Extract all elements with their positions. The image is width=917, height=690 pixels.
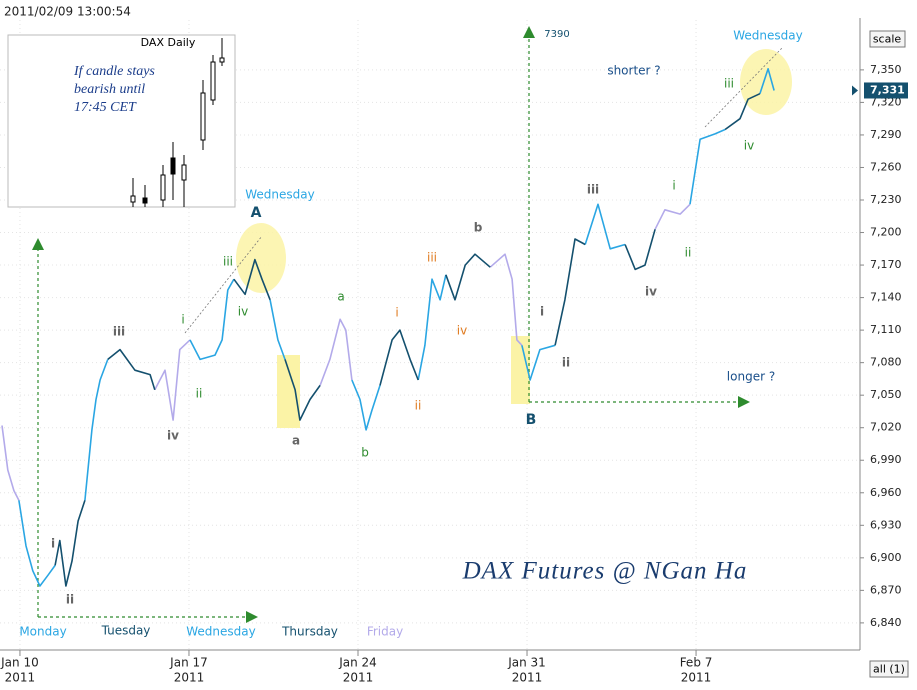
wave-label: iv <box>167 429 179 443</box>
trend-lines <box>184 47 783 334</box>
arrows <box>37 36 740 618</box>
wave-label: b <box>474 221 483 235</box>
all-button-label[interactable]: all (1) <box>873 663 905 676</box>
inset-note: If candle stays <box>73 64 155 79</box>
all-button[interactable]: all (1) <box>869 660 909 678</box>
y-tick-label: 6,870 <box>870 583 902 596</box>
wave-label: i <box>181 313 184 327</box>
scale-button-frame[interactable] <box>869 30 906 48</box>
arrow-heads <box>32 26 750 623</box>
y-tick-label: 7,260 <box>870 160 902 173</box>
last-price-label: 7,331 <box>870 83 905 96</box>
wave-label: iv <box>238 305 248 319</box>
y-tick-label: 6,900 <box>870 551 902 564</box>
axes: 6,840 6,870 6,900 6,930 6,960 6,990 7,020 7,050… <box>0 63 908 685</box>
day-label: Friday <box>367 625 403 639</box>
price-lines <box>1 68 775 587</box>
annotations: Monday Tuesday Wednesday Thursday Friday Wedn… <box>19 29 802 639</box>
inset-note: 17:45 CET <box>74 100 137 115</box>
day-label: Wednesday <box>186 625 255 639</box>
wave-label: ii <box>415 399 422 413</box>
wave-label: a <box>292 434 300 448</box>
scale-button-label[interactable]: scale <box>873 33 902 46</box>
y-tick-label: 7,050 <box>870 388 902 401</box>
wave-label: longer ? <box>727 370 775 384</box>
wave-label: i <box>540 305 544 319</box>
highlight <box>236 223 286 293</box>
wave-label: a <box>337 290 344 304</box>
wave-label: iv <box>645 285 657 299</box>
x-tick-label: Jan 17 <box>169 656 208 670</box>
x-tick-year: 2011 <box>343 671 374 685</box>
y-tick-label: 7,170 <box>870 258 902 271</box>
highlight <box>740 49 792 115</box>
wave-label: ii <box>562 356 570 370</box>
wave-label: ii <box>196 387 203 401</box>
wave-label: iii <box>223 255 233 269</box>
wave-label: iii <box>113 325 125 339</box>
wave-label: iv <box>744 139 754 153</box>
wave-label: ii <box>66 593 74 607</box>
grid <box>0 20 860 650</box>
wave-label: iii <box>724 77 734 91</box>
x-tick-year: 2011 <box>174 671 205 685</box>
y-tick-label: 7,320 <box>870 95 902 108</box>
highlight <box>511 336 530 404</box>
wave-label: Wednesday <box>245 188 314 202</box>
wave-label: shorter ? <box>607 64 660 78</box>
y-tick-label: 7,110 <box>870 323 902 336</box>
all-button-frame[interactable] <box>869 660 909 678</box>
wave-label: iii <box>427 251 437 265</box>
wave-label: A <box>251 205 262 221</box>
timestamp: 2011/02/09 13:00:54 <box>4 5 131 19</box>
x-tick-label: Jan 24 <box>338 656 377 670</box>
y-tick-label: 7,290 <box>870 128 902 141</box>
x-tick-label: Feb 7 <box>680 656 713 670</box>
inset-note: bearish until <box>74 82 145 97</box>
x-tick-label: Jan 31 <box>507 656 546 670</box>
y-tick-label: 6,990 <box>870 453 902 466</box>
x-tick-year: 2011 <box>681 671 712 685</box>
wave-label: Wednesday <box>733 29 802 43</box>
price-line <box>18 68 775 587</box>
inset-candles <box>130 38 225 207</box>
y-tick-label: 7,200 <box>870 226 902 239</box>
watermark: DAX Futures @ NGan Ha <box>462 558 748 585</box>
x-tick-year: 2011 <box>512 671 543 685</box>
wave-label: i <box>51 537 55 551</box>
y-tick-label: 7,080 <box>870 356 902 369</box>
last-price-box <box>864 82 908 99</box>
wave-label: b <box>361 446 369 460</box>
y-tick-label: 6,840 <box>870 616 902 629</box>
wave-label: ii <box>685 246 692 260</box>
y-tick-label: 6,960 <box>870 486 902 499</box>
y-tick-label: 7,140 <box>870 291 902 304</box>
day-label: Monday <box>19 625 66 639</box>
inset: DAX Daily If candle stays bearish until … <box>7 34 236 208</box>
highlight <box>277 355 300 428</box>
x-tick-year: 2011 <box>5 671 36 685</box>
y-tick-label: 7,020 <box>870 421 902 434</box>
last-price-pointer <box>852 85 858 96</box>
wave-label: 7390 <box>544 29 569 40</box>
wave-label: i <box>672 179 675 193</box>
scale-button[interactable]: scale <box>869 30 906 48</box>
wave-label: iv <box>457 324 467 338</box>
inset-frame <box>7 34 236 208</box>
wave-label: iii <box>587 183 599 197</box>
y-tick-label: 7,350 <box>870 63 902 76</box>
day-label: Tuesday <box>101 624 151 638</box>
wave-label: B <box>526 412 537 428</box>
x-tick-label: Jan 10 <box>0 656 39 670</box>
price-line <box>54 92 761 587</box>
day-label: Thursday <box>281 625 338 639</box>
y-tick-label: 6,930 <box>870 518 902 531</box>
wave-label: i <box>395 306 398 320</box>
inset-title: DAX Daily <box>141 36 196 49</box>
y-tick-label: 7,230 <box>870 193 902 206</box>
price-line <box>1 203 691 501</box>
